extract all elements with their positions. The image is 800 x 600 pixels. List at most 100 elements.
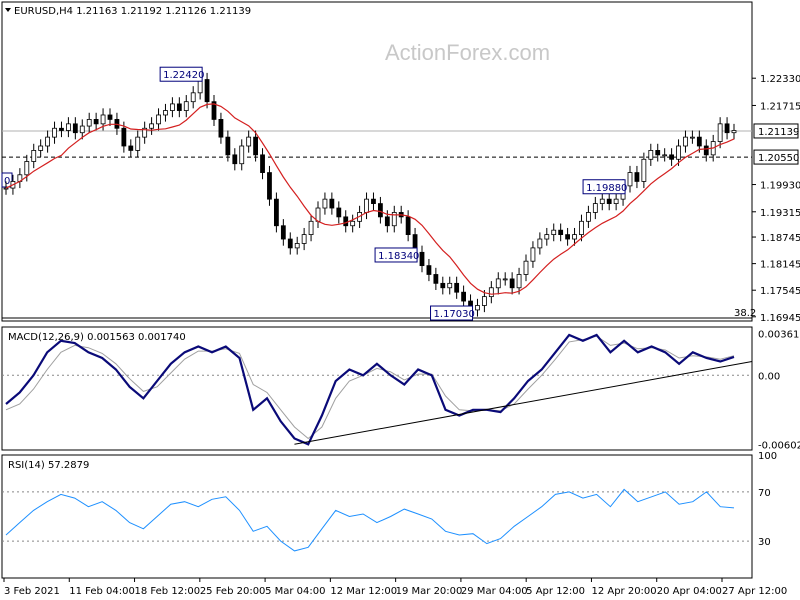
candle-body xyxy=(169,103,175,111)
candle-body xyxy=(703,145,709,156)
price-tick-label: 1.18145 xyxy=(760,260,800,271)
candle-body xyxy=(107,114,113,120)
candle-body xyxy=(66,123,71,131)
x-tick-label: 12 Mar 12:00 xyxy=(330,586,397,597)
macd-tick-label: 0.00 xyxy=(758,371,780,382)
candle-body xyxy=(592,203,598,213)
rsi-panel xyxy=(1,454,753,579)
candle-body xyxy=(364,198,369,213)
candle-body xyxy=(405,216,411,236)
candle-body xyxy=(3,187,9,190)
macd-trendline xyxy=(294,360,753,445)
candle-body xyxy=(239,145,245,165)
candle-body xyxy=(301,234,307,244)
candle-body xyxy=(579,220,584,236)
candle-body xyxy=(558,229,564,236)
candle-body xyxy=(627,172,633,187)
candle-body xyxy=(294,243,300,249)
candle-body xyxy=(606,198,612,204)
candle-body xyxy=(45,136,50,147)
candle-body xyxy=(551,229,557,236)
rsi-series-line xyxy=(5,488,735,552)
annotation-box xyxy=(430,305,474,321)
candle-body xyxy=(516,274,522,289)
price-tick-label: 1.17545 xyxy=(760,286,800,297)
candle-body xyxy=(461,291,467,302)
candle-body xyxy=(176,103,182,111)
candle-body xyxy=(419,251,425,267)
candle-body xyxy=(475,305,480,311)
candle-body xyxy=(190,92,196,103)
annotation-label: 1.22420 xyxy=(163,70,204,81)
candle-body xyxy=(52,127,57,138)
rsi-tick-label: 100 xyxy=(758,451,777,462)
candle-body xyxy=(142,127,148,138)
fib-label: 38.2 xyxy=(734,308,756,319)
candle-body xyxy=(280,225,286,240)
current-price-box xyxy=(753,123,799,139)
x-tick-label: 5 Apr 12:00 xyxy=(526,586,585,597)
x-tick-label: 11 Feb 04:00 xyxy=(69,586,135,597)
candle-body xyxy=(38,145,44,151)
macd-series-macd xyxy=(5,333,735,446)
candle-body xyxy=(391,212,397,227)
candle-body xyxy=(329,198,335,209)
candle-body xyxy=(72,123,78,134)
candle-body xyxy=(93,119,99,125)
candle-body xyxy=(509,278,515,289)
candle-body xyxy=(731,130,737,134)
macd-panel xyxy=(1,326,753,451)
rsi-tick-label: 30 xyxy=(758,537,771,548)
candle-body xyxy=(669,154,674,160)
candle-body xyxy=(253,136,259,156)
candle-body xyxy=(183,101,189,111)
price-tick-label: 1.21715 xyxy=(760,101,800,112)
candle-body xyxy=(343,216,349,227)
x-tick-label: 25 Feb 20:00 xyxy=(200,586,266,597)
candle-body xyxy=(544,234,550,240)
candle-body xyxy=(634,172,640,182)
level-box xyxy=(753,149,799,165)
candle-body xyxy=(613,198,619,204)
candle-body xyxy=(648,150,654,160)
candle-body xyxy=(79,125,85,134)
candle-body xyxy=(426,265,432,275)
price-tick-label: 1.19930 xyxy=(760,181,800,192)
candle-body xyxy=(100,114,106,125)
x-tick-label: 18 Feb 12:00 xyxy=(135,586,201,597)
candle-body xyxy=(696,136,702,147)
candle-body xyxy=(135,136,141,151)
moving-average-line xyxy=(5,103,735,295)
candle-body xyxy=(31,150,37,162)
candle-body xyxy=(246,136,252,147)
annotation-label: 1.18340 xyxy=(378,251,419,262)
x-tick-label: 29 Mar 04:00 xyxy=(461,586,528,597)
candle-body xyxy=(481,296,487,306)
x-tick-label: 3 Feb 2021 xyxy=(4,586,60,597)
level-label: 1.20550 xyxy=(758,153,799,164)
candle-body xyxy=(308,220,314,236)
candle-body xyxy=(24,161,30,176)
candle-body xyxy=(128,145,134,151)
candle-body xyxy=(717,123,723,142)
candle-body xyxy=(676,145,681,160)
rsi-tick-label: 70 xyxy=(758,488,771,499)
current-price-label: 1.21139 xyxy=(758,127,799,138)
annotation-label: 1.17030 xyxy=(434,309,475,320)
candle-body xyxy=(156,114,161,125)
candle-body xyxy=(336,207,342,218)
annotation-box xyxy=(374,247,418,263)
candle-body xyxy=(488,287,494,298)
candle-body xyxy=(287,238,293,249)
candle-body xyxy=(537,238,543,249)
macd-tick-label: 0.003615 xyxy=(758,330,800,341)
x-tick-label: 27 Apr 12:00 xyxy=(722,586,787,597)
candle-body xyxy=(59,127,64,131)
price-tick-label: 1.18745 xyxy=(760,233,800,244)
candle-body xyxy=(683,136,688,147)
candle-body xyxy=(218,119,224,138)
candle-body xyxy=(599,198,605,204)
rsi-header: RSI(14) 57.2879 xyxy=(8,460,89,471)
